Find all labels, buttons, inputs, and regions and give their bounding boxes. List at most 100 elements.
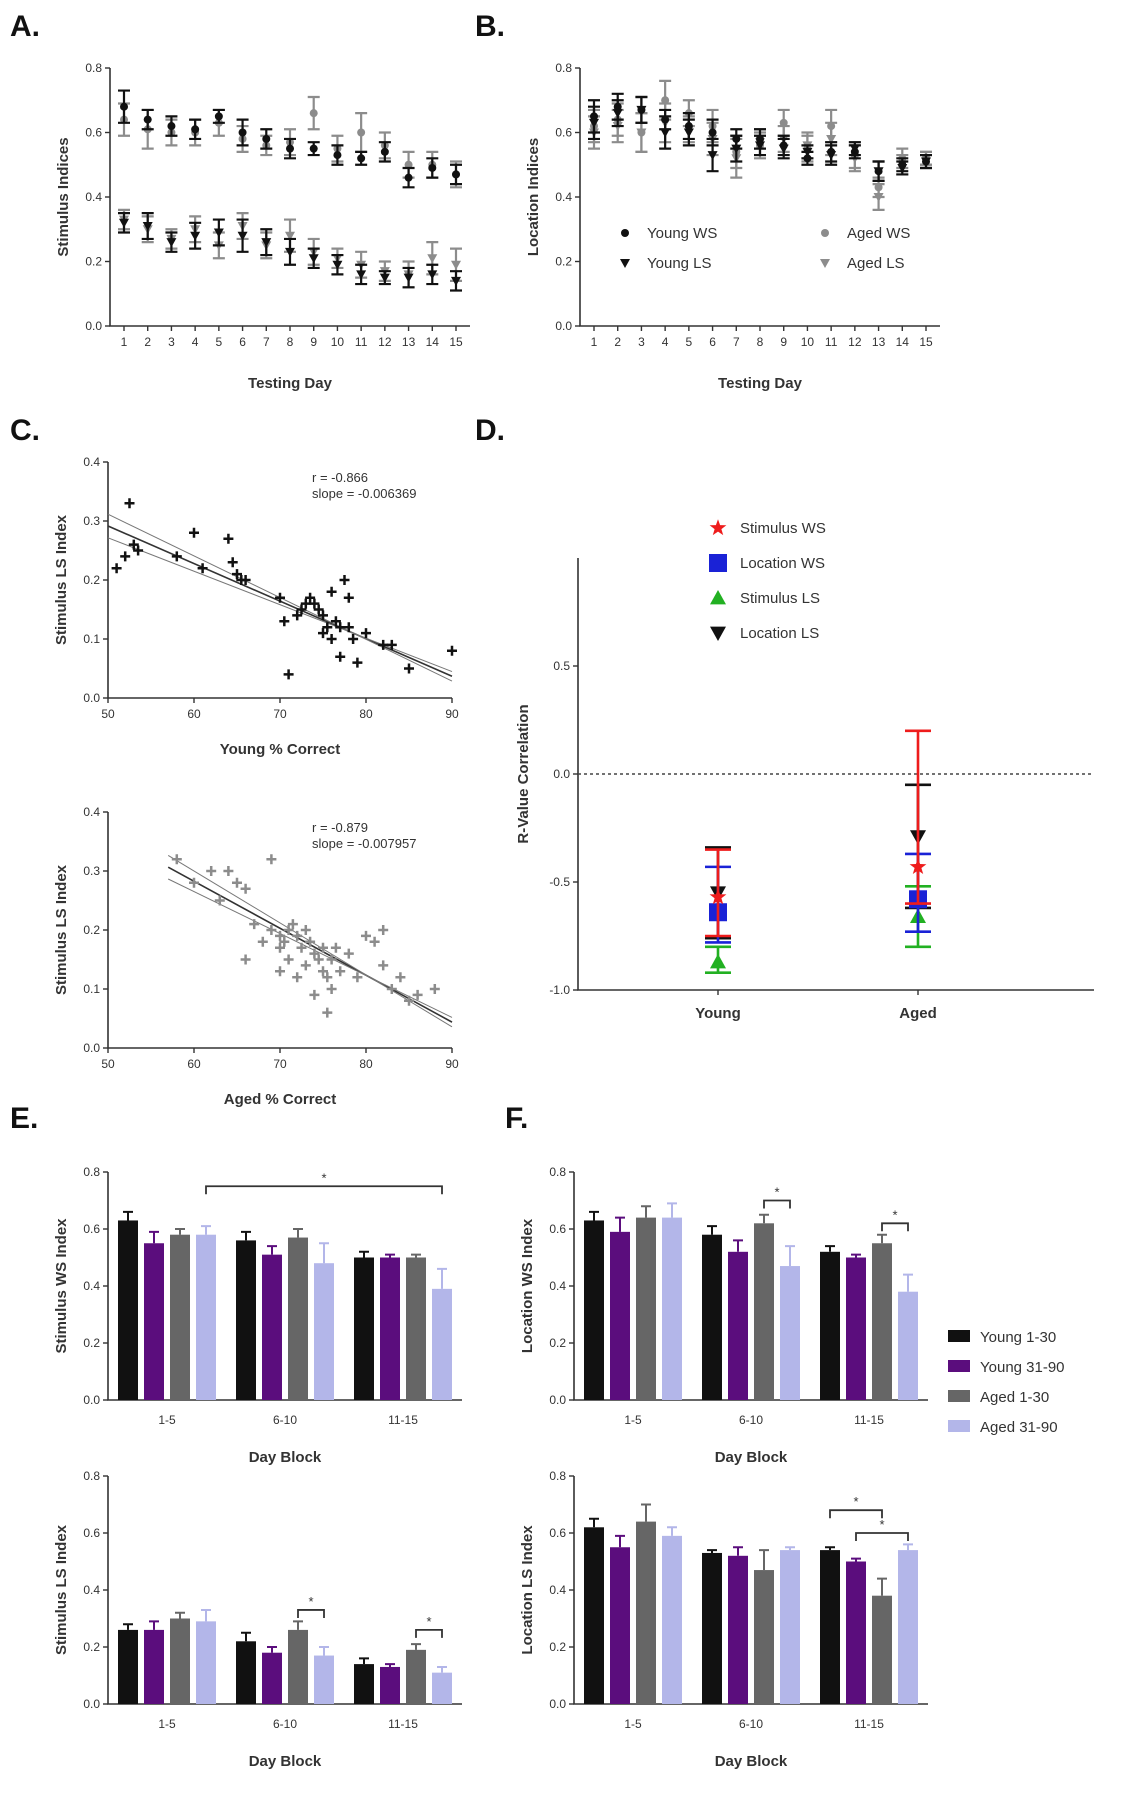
bar [846,1561,866,1704]
x-tick-label: 14 [426,335,440,349]
x-tick-label: 90 [445,1057,459,1071]
significance-bracket [415,1629,443,1638]
legend-marker [710,626,726,641]
y-tick-label: 0.0 [555,319,572,333]
error-bar [385,1663,395,1667]
y-tick-label: 0.2 [83,1336,100,1350]
axis-lines [579,68,940,327]
legend-label: Stimulus WS [740,520,826,537]
data-point [275,966,285,977]
y-tick-label: 0.6 [83,1222,100,1236]
data-point [661,96,670,105]
panel-label-e: E. [10,1102,38,1135]
error-bar [293,1228,303,1238]
data-point [779,118,788,127]
data-point [190,231,201,241]
y-tick-label: 0.8 [549,1469,566,1483]
y-tick-label: 0.0 [549,1393,566,1407]
data-point [452,170,460,179]
y-tick-label: 0.6 [83,1526,100,1540]
bar [262,1652,282,1704]
data-point [339,575,350,585]
data-point [403,273,414,283]
r-annotation: r = -0.866 [312,470,368,485]
data-point [266,925,277,935]
significance-bracket [881,1222,909,1232]
data-point [313,954,324,965]
bar [314,1263,334,1400]
data-point [206,866,217,876]
x-tick-label: 11 [355,335,368,349]
bar [144,1629,164,1704]
data-point [335,622,346,633]
legend-marker [621,229,629,237]
bar [898,1550,918,1704]
data-point [296,942,307,953]
x-tick-label: 11 [825,335,838,349]
data-point [404,995,414,1006]
x-category-label: 11-15 [388,1717,418,1731]
data-point [197,563,208,574]
data-point [171,551,182,562]
legend-label: Location LS [740,625,819,642]
x-tick-label: 50 [101,707,115,721]
error-bar [175,1611,185,1619]
significance-bracket [763,1199,791,1209]
chart-f-location-ls-bars: 0.0 0.2 0.4 0.6 0.8 Location LS Index Day Bloc… [519,1329,1065,1770]
bar [872,1595,892,1704]
x-axis-label: Day Block [715,1753,788,1770]
y-tick-label: 0.4 [83,1279,100,1293]
data-point [240,954,251,965]
bar [584,1527,604,1704]
data-point [189,527,199,538]
bar [380,1257,400,1400]
data-point [309,989,320,1000]
legend-swatch [948,1330,970,1342]
bar [702,1552,722,1704]
bar [662,1217,682,1400]
y-tick-label: 0.0 [553,767,570,781]
error-bar [359,1250,369,1258]
y-tick-label: 0.6 [549,1222,566,1236]
y-tick-label: 0.0 [549,1697,566,1711]
data-point [275,592,285,603]
x-axis-label: Testing Day [248,375,333,392]
error-bar [667,1526,677,1536]
y-tick-label: 0.6 [549,1526,566,1540]
data-point [120,551,131,562]
x-tick-label: 3 [638,335,645,349]
data-point [451,260,461,270]
data-point [909,858,927,874]
y-tick-label: 0.8 [555,61,572,75]
significance-bracket [855,1532,909,1541]
y-tick-label: 0.2 [83,923,100,937]
y-tick-label: 0.6 [555,126,572,140]
data-point [283,954,294,965]
data-point [166,238,177,248]
legend-label: Location WS [740,555,825,572]
error-bar [903,1543,913,1551]
data-point [826,151,837,161]
x-tick-label: 8 [287,335,294,349]
data-point [213,228,224,238]
data-point [921,157,931,167]
bar [662,1535,682,1704]
data-point [266,854,277,865]
significance-star: * [892,1207,897,1222]
error-bar [707,1225,717,1235]
error-bar [641,1503,651,1522]
data-point [428,163,437,172]
bar [144,1243,164,1400]
error-bar [759,1549,769,1571]
y-axis-label: Location WS Index [519,1218,536,1353]
x-axis-label: Testing Day [718,375,803,392]
data-point [313,604,324,615]
error-bar [437,1267,447,1289]
y-tick-label: -1.0 [549,983,570,997]
error-bar [201,1608,211,1622]
data-point [404,173,413,182]
data-point [124,498,135,509]
bar [728,1555,748,1704]
data-point [223,866,234,876]
x-tick-label: 1 [121,335,128,349]
